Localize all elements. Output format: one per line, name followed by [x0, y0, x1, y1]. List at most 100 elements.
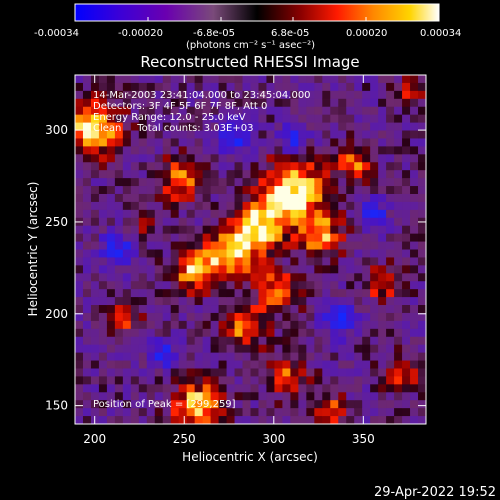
image-pixel — [226, 400, 236, 409]
image-pixel — [298, 400, 307, 409]
image-pixel — [154, 312, 164, 322]
image-pixel — [346, 186, 355, 195]
image-pixel — [234, 320, 244, 330]
plot-timestamp: 29-Apr-2022 19:52 — [374, 485, 496, 500]
image-pixel — [250, 392, 260, 401]
image-pixel — [274, 281, 284, 290]
image-pixel — [218, 209, 228, 219]
image-pixel — [226, 328, 236, 338]
image-pixel — [298, 114, 307, 124]
image-pixel — [346, 98, 355, 108]
image-pixel — [290, 392, 299, 401]
image-pixel — [362, 130, 371, 140]
image-pixel — [282, 186, 291, 195]
image-pixel — [138, 114, 148, 124]
image-pixel — [154, 130, 164, 140]
image-pixel — [394, 201, 403, 211]
image-pixel — [306, 225, 315, 235]
image-pixel — [146, 114, 156, 124]
image-pixel — [338, 360, 347, 370]
image-pixel — [90, 336, 100, 346]
image-pixel — [282, 233, 291, 243]
image-pixel — [410, 217, 419, 227]
image-pixel — [402, 305, 411, 314]
image-pixel — [250, 312, 260, 322]
image-pixel — [330, 281, 339, 290]
image-pixel — [162, 376, 172, 385]
image-pixel — [362, 408, 371, 417]
image-pixel — [146, 90, 156, 100]
image-pixel — [386, 122, 395, 132]
image-pixel — [202, 376, 212, 385]
image-pixel — [354, 305, 363, 314]
image-pixel — [226, 376, 236, 385]
image-pixel — [314, 209, 323, 219]
image-pixel — [106, 320, 116, 330]
image-pixel — [322, 265, 331, 274]
image-pixel — [162, 98, 172, 108]
image-pixel — [258, 75, 268, 84]
image-pixel — [162, 392, 172, 401]
image-pixel — [290, 281, 299, 290]
image-pixel — [266, 186, 276, 195]
image-pixel — [154, 265, 164, 274]
image-pixel — [130, 201, 140, 211]
image-pixel — [394, 249, 403, 259]
image-pixel — [354, 138, 363, 147]
image-pixel — [290, 312, 299, 322]
y-tick-label: 200 — [45, 307, 68, 321]
image-pixel — [82, 217, 92, 227]
image-pixel — [362, 106, 371, 116]
image-pixel — [82, 320, 92, 330]
image-pixel — [122, 233, 132, 243]
image-pixel — [410, 75, 419, 84]
image-pixel — [362, 98, 371, 108]
image-pixel — [138, 320, 148, 330]
image-pixel — [410, 305, 419, 314]
image-pixel — [114, 305, 124, 314]
image-pixel — [130, 170, 140, 179]
image-pixel — [378, 138, 387, 147]
image-pixel — [418, 328, 426, 338]
image-pixel — [298, 384, 307, 393]
image-pixel — [138, 344, 148, 354]
image-pixel — [194, 400, 204, 409]
image-pixel — [178, 193, 188, 203]
image-pixel — [378, 352, 387, 362]
image-pixel — [298, 186, 307, 195]
image-pixel — [186, 376, 196, 385]
image-pixel — [386, 154, 395, 163]
image-pixel — [314, 281, 323, 290]
image-pixel — [202, 170, 212, 179]
image-pixel — [282, 193, 291, 203]
image-pixel — [162, 416, 172, 424]
image-pixel — [258, 233, 268, 243]
image-pixel — [418, 249, 426, 259]
image-pixel — [75, 265, 84, 274]
image-pixel — [266, 257, 276, 266]
image-pixel — [250, 384, 260, 393]
image-pixel — [194, 320, 204, 330]
image-pixel — [114, 312, 124, 322]
image-pixel — [98, 376, 108, 385]
image-pixel — [218, 162, 228, 171]
image-pixel — [386, 328, 395, 338]
image-pixel — [346, 178, 355, 187]
image-pixel — [266, 416, 276, 424]
image-pixel — [154, 178, 164, 187]
image-pixel — [274, 384, 284, 393]
image-pixel — [130, 368, 140, 378]
image-pixel — [290, 178, 299, 187]
image-pixel — [418, 98, 426, 108]
image-pixel — [82, 336, 92, 346]
image-pixel — [338, 225, 347, 235]
image-pixel — [306, 90, 315, 100]
image-pixel — [130, 320, 140, 330]
image-pixel — [194, 82, 204, 92]
image-pixel — [114, 170, 124, 179]
colorbar-tick-label: 6.8e-05 — [271, 28, 309, 39]
image-pixel — [106, 217, 116, 227]
image-pixel — [162, 384, 172, 393]
image-pixel — [186, 209, 196, 219]
image-pixel — [418, 305, 426, 314]
